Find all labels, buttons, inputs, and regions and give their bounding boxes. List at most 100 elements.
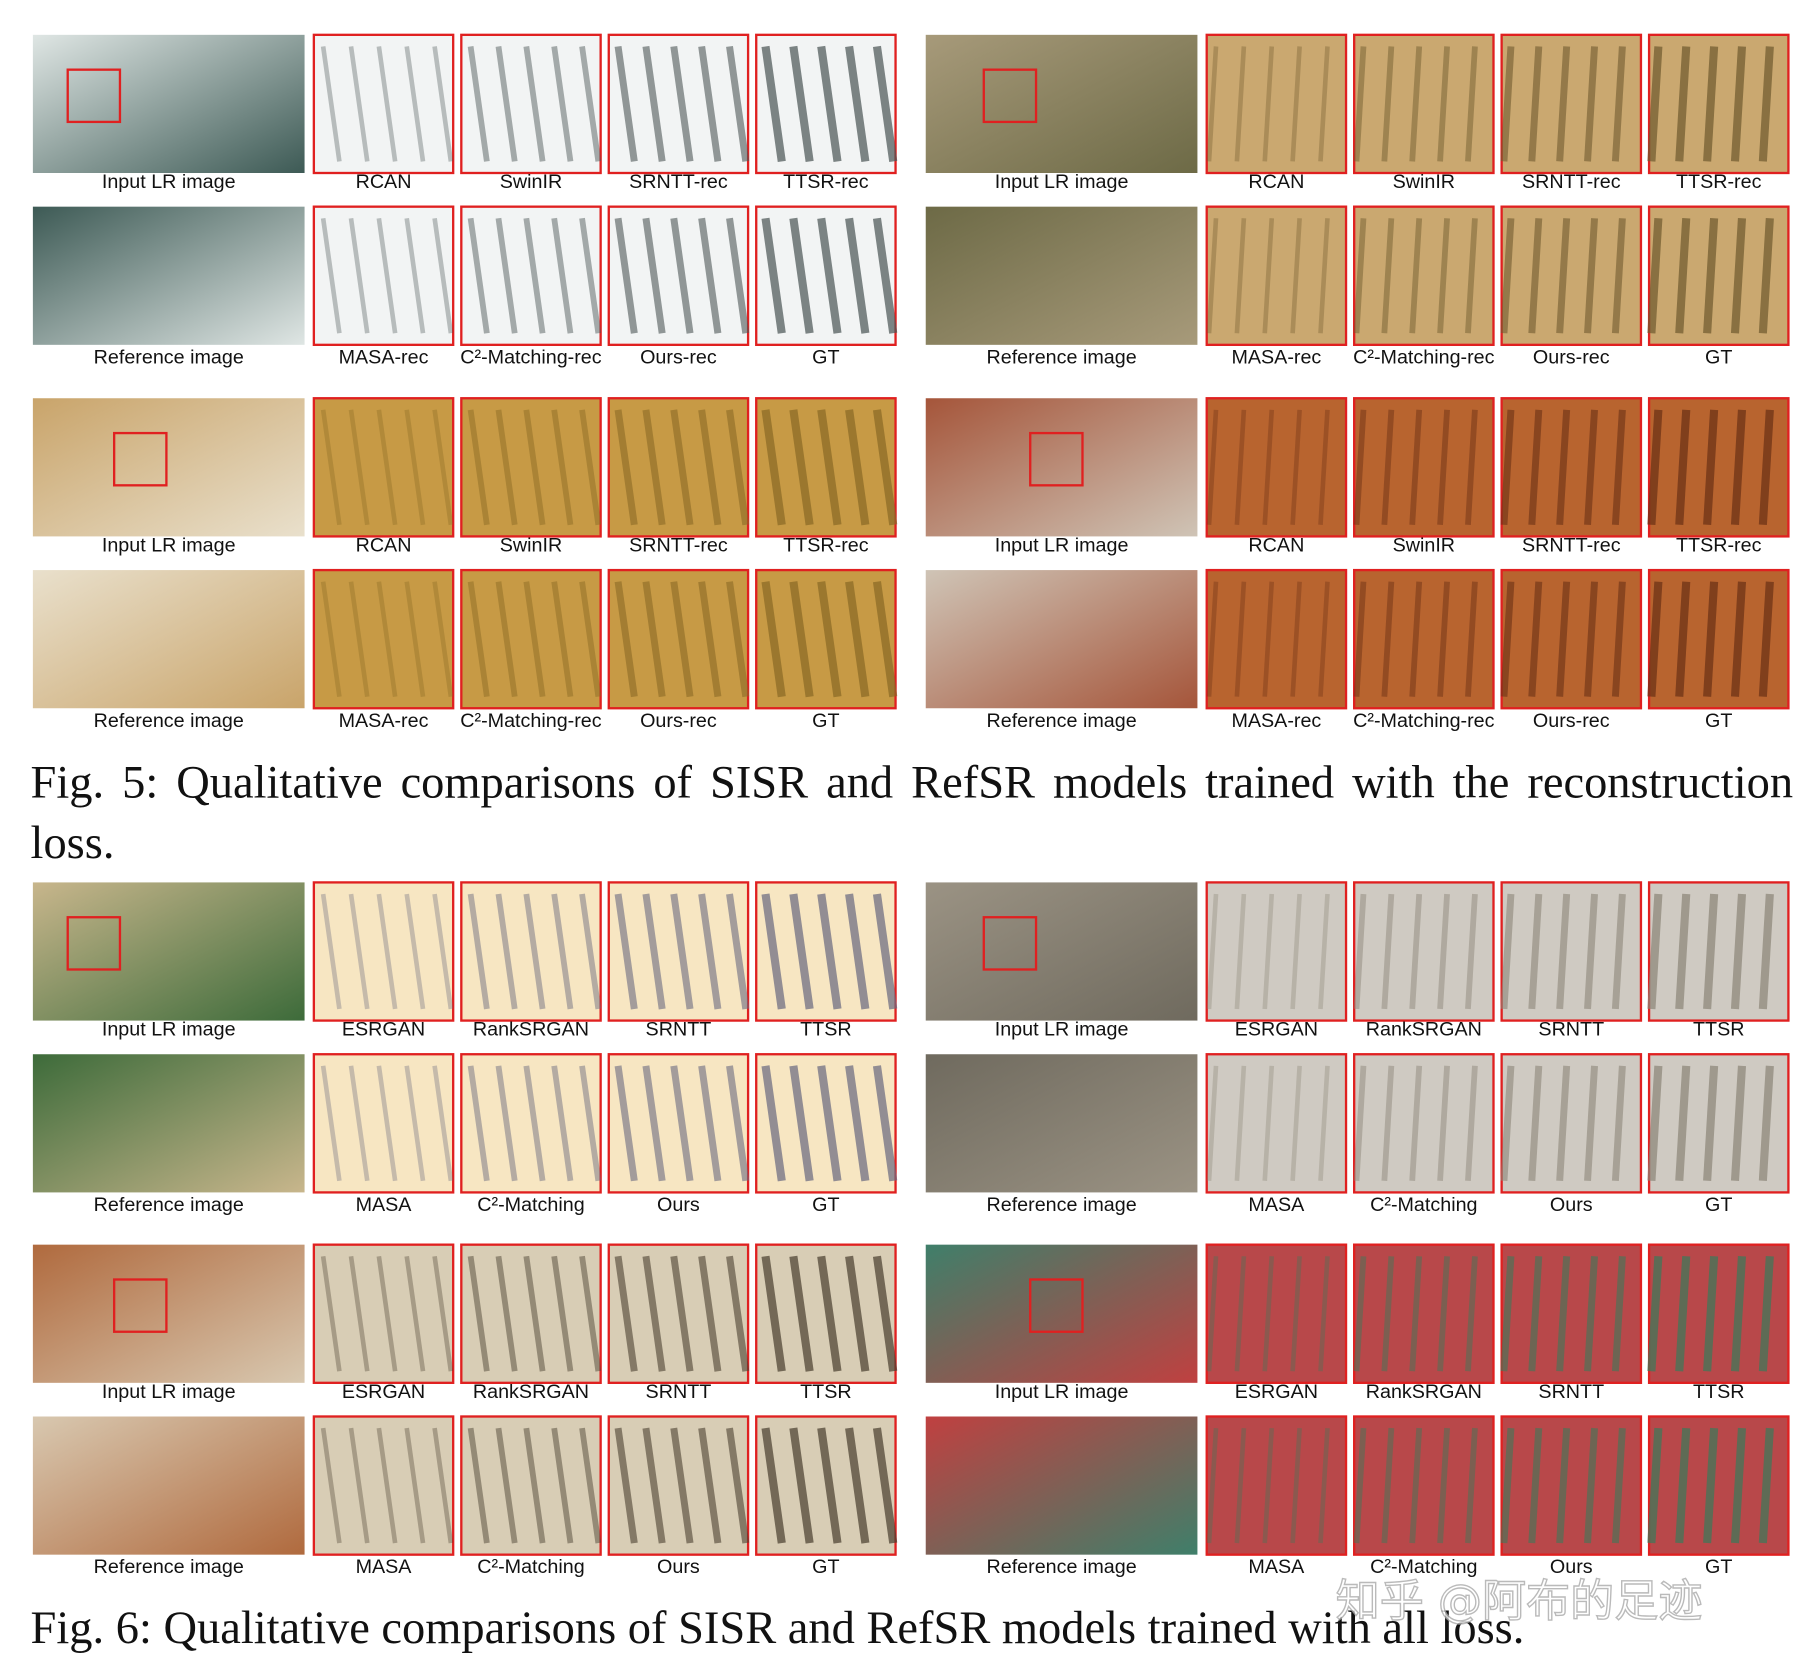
image-label: TTSR <box>800 1019 851 1041</box>
image-label: TTSR <box>1693 1019 1744 1041</box>
texture <box>726 217 750 334</box>
texture <box>1500 46 1515 162</box>
texture <box>376 581 398 697</box>
texture <box>1409 218 1423 334</box>
texture <box>1381 1427 1395 1544</box>
texture <box>467 893 490 1010</box>
texture <box>1703 893 1719 1010</box>
texture <box>1647 409 1663 526</box>
texture <box>523 1427 546 1544</box>
texture <box>320 893 342 1010</box>
image-label: SRNTT-rec <box>629 171 728 193</box>
image-label: C²-Matching-rec <box>460 710 601 732</box>
texture <box>1206 409 1219 525</box>
texture <box>789 581 814 698</box>
crop-image <box>1205 1053 1348 1194</box>
crop-image <box>460 1415 602 1556</box>
image-label: RankSRGAN <box>473 1381 589 1403</box>
scene-image <box>32 882 305 1021</box>
caption-box: Fig. 5: Qualitative comparisons of SISR … <box>31 756 1793 869</box>
texture <box>579 1065 602 1182</box>
texture <box>579 581 602 698</box>
image-label: SwinIR <box>1393 171 1455 193</box>
crop-image <box>1353 205 1495 346</box>
texture <box>495 1427 518 1544</box>
texture <box>1500 218 1515 334</box>
texture <box>1353 581 1367 697</box>
image-label: C²-Matching-rec <box>1353 346 1494 368</box>
crop-image <box>1353 33 1495 175</box>
texture <box>348 581 370 697</box>
texture <box>404 893 426 1010</box>
image-label: SRNTT <box>1538 1019 1604 1041</box>
texture <box>1318 218 1330 334</box>
texture <box>551 46 574 162</box>
scene-image <box>925 34 1198 173</box>
texture <box>376 1065 398 1182</box>
texture <box>1675 581 1691 697</box>
texture <box>642 1065 666 1182</box>
texture <box>1758 581 1774 697</box>
image-label: ESRGAN <box>342 1381 425 1403</box>
scene-image <box>32 206 305 345</box>
texture <box>817 1255 842 1372</box>
texture <box>1353 1256 1367 1372</box>
texture <box>698 217 722 334</box>
zoom-box <box>982 68 1038 124</box>
texture <box>1730 893 1747 1010</box>
texture <box>523 1065 546 1182</box>
image-label: Ours <box>657 1194 700 1216</box>
texture <box>1611 409 1626 526</box>
texture <box>432 893 454 1010</box>
texture <box>320 1427 342 1544</box>
texture <box>320 1065 342 1182</box>
scene-image <box>925 570 1198 709</box>
texture <box>1758 1427 1774 1544</box>
texture <box>495 581 518 698</box>
texture <box>551 1065 574 1182</box>
texture <box>1234 893 1247 1010</box>
texture <box>1730 1256 1747 1372</box>
texture <box>1556 218 1571 334</box>
texture <box>1611 218 1626 334</box>
texture <box>467 217 490 334</box>
texture <box>845 893 870 1010</box>
texture <box>1318 1256 1330 1372</box>
texture <box>579 1255 602 1372</box>
texture <box>1465 893 1478 1010</box>
texture <box>1206 1256 1219 1372</box>
image-label: Input LR image <box>102 1019 236 1041</box>
texture <box>1556 409 1571 526</box>
texture <box>872 893 898 1010</box>
texture <box>1437 581 1450 697</box>
image-label: C²-Matching <box>477 1556 584 1578</box>
texture <box>1611 46 1626 162</box>
texture <box>1556 893 1571 1010</box>
texture <box>1437 1256 1450 1372</box>
texture <box>1234 1427 1247 1544</box>
crop-image <box>312 881 455 1022</box>
texture <box>348 46 370 162</box>
texture <box>789 45 814 162</box>
texture <box>1290 1065 1302 1181</box>
texture <box>1647 1256 1663 1372</box>
texture <box>1703 1427 1719 1544</box>
texture <box>1647 46 1663 162</box>
texture <box>1318 46 1330 162</box>
texture <box>1611 893 1626 1010</box>
texture <box>348 409 370 526</box>
texture <box>348 1255 370 1372</box>
texture <box>614 893 638 1010</box>
texture <box>1758 218 1774 334</box>
zoom-box <box>112 431 168 487</box>
crop-image <box>1205 568 1348 710</box>
texture <box>1528 46 1543 162</box>
texture <box>1730 46 1747 162</box>
texture <box>872 45 898 162</box>
texture <box>1758 1065 1774 1182</box>
texture <box>404 1255 426 1372</box>
crop-image <box>1353 1243 1495 1384</box>
crop-image <box>312 1053 455 1194</box>
image-label: Input LR image <box>102 1381 236 1403</box>
